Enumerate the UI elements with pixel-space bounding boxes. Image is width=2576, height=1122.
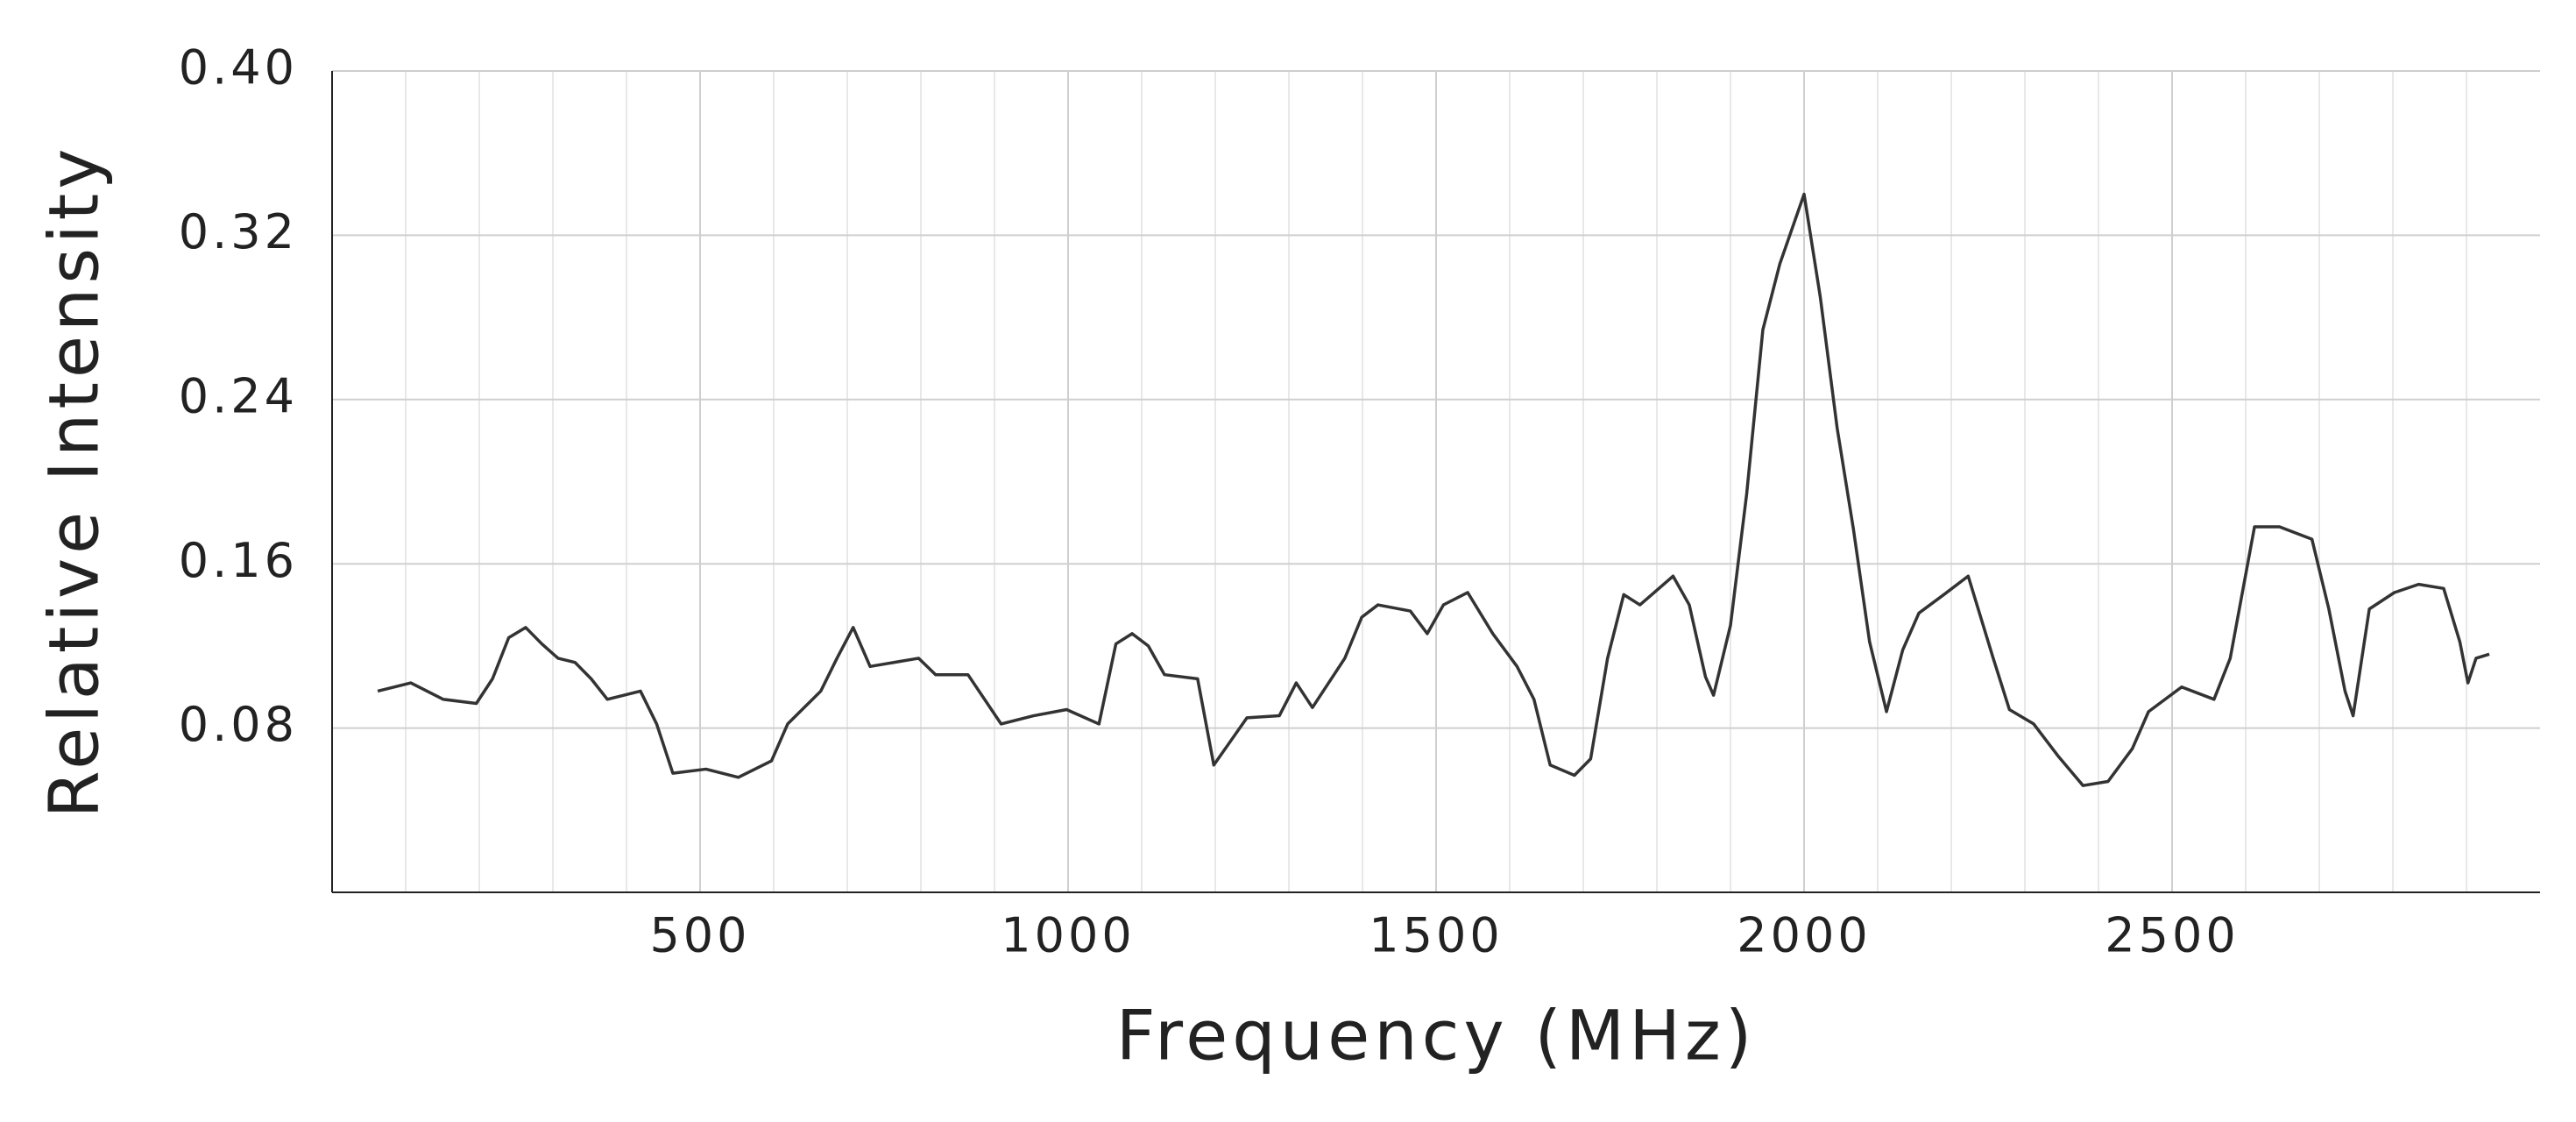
- y-tick-label: 0.40: [179, 40, 298, 96]
- x-tick-label: 1500: [1369, 908, 1503, 963]
- x-tick-label: 2000: [1737, 908, 1871, 963]
- x-tick-label: 1000: [1001, 908, 1135, 963]
- y-tick-label: 0.16: [179, 533, 298, 588]
- data-line: [377, 192, 2490, 787]
- x-axis-title: Frequency (MHz): [1116, 997, 1757, 1076]
- y-axis-title: Relative Intensity: [35, 145, 114, 819]
- y-tick-label: 0.32: [179, 204, 298, 259]
- y-tick-label: 0.24: [179, 368, 298, 423]
- x-tick-label: 500: [649, 908, 750, 963]
- y-tick-label: 0.08: [179, 697, 298, 752]
- x-tick-label: 2500: [2105, 908, 2239, 963]
